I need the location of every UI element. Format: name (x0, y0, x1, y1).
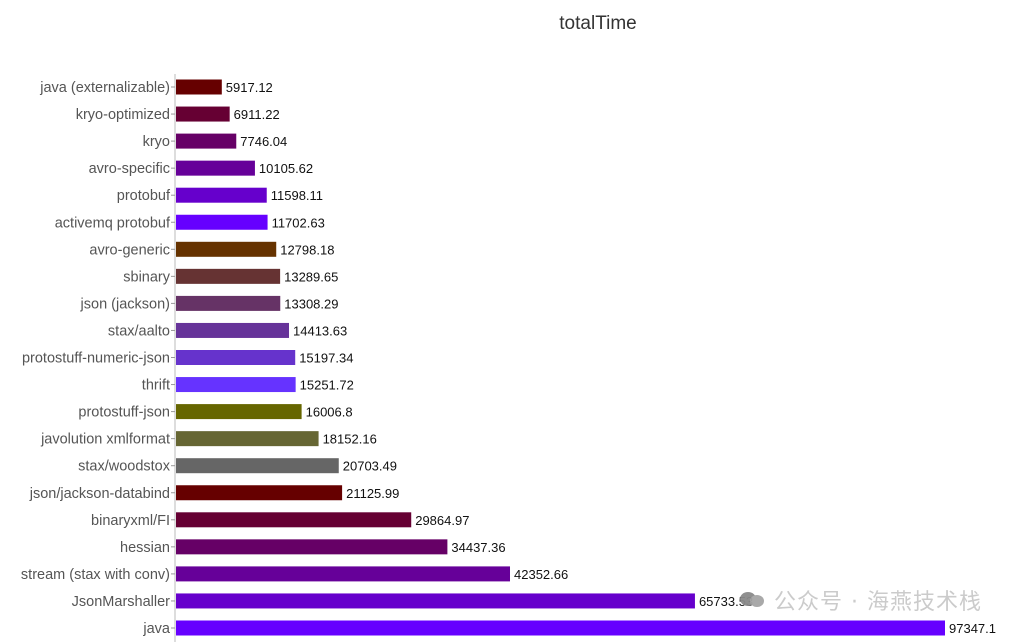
category-label: sbinary (123, 269, 170, 285)
category-label: protobuf (117, 188, 171, 204)
value-label: 16006.8 (306, 405, 353, 420)
category-label: json/jackson-databind (29, 486, 170, 502)
value-label: 5917.12 (226, 80, 273, 95)
category-label: javolution xmlformat (40, 432, 170, 448)
bar (176, 106, 230, 122)
value-label: 11598.11 (271, 188, 323, 203)
bar (176, 377, 296, 393)
value-label: 12798.18 (280, 242, 334, 257)
bar (176, 458, 339, 474)
bar (176, 133, 237, 149)
bar (176, 512, 412, 528)
category-label: protostuff-json (78, 405, 170, 421)
bar (176, 295, 281, 311)
value-label: 15251.72 (300, 378, 354, 393)
value-label: 42352.66 (514, 567, 568, 582)
bar (176, 79, 222, 95)
watermark-text: 公众号 · 海燕技术栈 (774, 590, 982, 615)
bar (176, 431, 319, 447)
value-label: 13289.65 (284, 269, 338, 284)
category-label: java (142, 621, 171, 637)
bar (176, 241, 277, 257)
bar (176, 539, 448, 555)
wechat-icon (740, 589, 766, 611)
category-label: json (jackson) (80, 296, 170, 312)
bar (176, 485, 343, 501)
category-label: thrift (142, 378, 170, 394)
value-label: 6911.22 (234, 107, 280, 122)
bar (176, 322, 290, 338)
category-label: kryo (143, 134, 170, 150)
value-label: 7746.04 (240, 134, 287, 149)
category-label: hessian (120, 540, 170, 556)
category-label: stream (stax with conv) (21, 567, 170, 583)
value-label: 13308.29 (284, 296, 338, 311)
value-label: 34437.36 (451, 540, 505, 555)
bar (176, 566, 511, 582)
value-label: 65733.53 (699, 594, 753, 609)
value-label: 97347.1 (949, 621, 996, 636)
bar (176, 620, 945, 636)
bar (176, 187, 267, 203)
bar (176, 268, 281, 284)
category-label: JsonMarshaller (72, 594, 170, 610)
bar (176, 160, 255, 176)
bars-group: java (externalizable) 5917.12 kryo-optimiz… (21, 79, 996, 637)
value-label: 14413.63 (293, 323, 347, 338)
value-label: 11702.63 (272, 215, 325, 230)
category-label: avro-specific (89, 161, 170, 177)
value-label: 10105.62 (259, 161, 313, 176)
bar (176, 350, 296, 365)
chart-title: totalTime (559, 13, 636, 34)
watermark: 公众号 · 海燕技术栈 (740, 584, 982, 616)
value-label: 15197.34 (299, 351, 353, 366)
category-label: stax/woodstox (78, 459, 171, 475)
bar (176, 593, 695, 609)
value-label: 18152.16 (323, 432, 377, 447)
category-label: avro-generic (89, 242, 170, 258)
bar (176, 404, 302, 420)
bar (176, 214, 268, 230)
value-label: 29864.97 (415, 513, 469, 528)
category-label: binaryxml/FI (91, 513, 170, 529)
value-label: 21125.99 (346, 486, 399, 501)
category-label: stax/aalto (108, 323, 170, 339)
category-label: protostuff-numeric-json (22, 351, 170, 367)
category-label: activemq protobuf (55, 215, 171, 231)
value-label: 20703.49 (343, 459, 397, 474)
category-label: kryo-optimized (76, 107, 170, 123)
category-label: java (externalizable) (39, 80, 170, 96)
